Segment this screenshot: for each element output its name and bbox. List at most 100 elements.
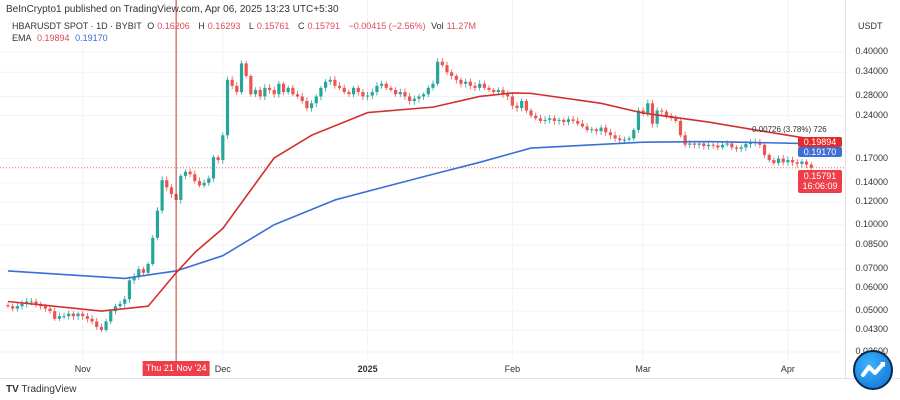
candle-body [720,144,725,148]
currency-label[interactable]: USDT [858,21,883,31]
candle-body [744,144,748,148]
candle-body [351,87,356,95]
candle-body [193,174,197,182]
candle-body [674,118,678,121]
candle-body [300,96,304,101]
candle-body [660,110,664,112]
candle-body [534,115,538,119]
candle-body [137,269,141,277]
candle-body [683,135,687,145]
candle-body [431,83,435,88]
candle-body [580,123,585,127]
candle-body [328,79,332,82]
candle-body [585,126,589,130]
volume-label: Vol [431,21,444,31]
chart-legend: HBARUSDT SPOT · 1D · BYBIT O 0.16206 H 0.1… [12,20,482,44]
candle-body [412,98,416,101]
candle-body [636,110,641,130]
tradingview-logo-icon: TV [6,384,19,395]
candle-body [688,143,692,145]
candle-body [29,301,33,303]
candle-body [795,162,799,164]
candle-body [109,311,113,322]
brand-name: TradingView [21,384,77,395]
candle-body [123,299,127,304]
candle-body [165,180,169,188]
price-tick: 0.28000 [855,90,888,101]
candle-body [104,321,108,330]
candle-body [422,94,426,97]
candle-body [291,87,295,95]
candle-body [618,138,622,141]
candle-body [207,178,211,183]
candle-body [529,110,533,116]
candle-body [594,129,599,132]
candle-body [71,313,75,317]
price-tick: 0.17000 [855,152,888,163]
candle-body [281,83,286,93]
candle-body [323,81,328,88]
high-label: H [198,21,205,31]
candle-body [524,100,528,111]
candle-body [286,87,290,93]
ema-label[interactable]: EMA [12,33,32,43]
candle-body [319,87,323,97]
candle-body [267,87,272,90]
candle-body [445,65,449,73]
tradingview-brand[interactable]: TV TradingView [6,384,76,395]
ema-fast-price-label: 0.19894 [798,137,842,147]
candle-body [510,96,514,106]
symbol-info[interactable]: HBARUSDT SPOT · 1D · BYBIT [12,21,142,31]
candle-body [370,92,374,96]
candle-body [599,127,603,132]
time-tick: 2025 [357,364,378,374]
candle-body [655,110,659,124]
candle-body [380,83,384,86]
candle-body [548,118,552,120]
candle-body [389,87,393,90]
candle-body [408,96,412,101]
candle-body [767,155,771,161]
candle-body [473,85,477,88]
open-label: O [147,21,155,31]
candle-body [179,175,183,200]
last-price: 0.15791 [803,171,837,181]
candle-body [576,120,580,124]
time-tick: Dec [214,364,231,374]
candle-body [790,160,795,163]
ema-slow-price-label: 0.19170 [798,147,842,157]
candle-body [650,103,655,124]
candle-body [403,92,407,97]
candle-body [99,327,103,330]
candle-body [734,147,739,149]
candle-body [678,120,683,136]
candle-body [76,313,80,317]
candle-body [53,311,57,319]
candle-body [95,321,99,328]
candle-body [482,83,486,88]
candle-body [664,111,669,116]
open-value: 0.16206 [157,21,190,31]
candle-body [538,118,542,121]
price-tick: 0.07000 [855,263,888,274]
candle-body [454,75,458,80]
candle-body [249,75,253,95]
time-tick: Mar [635,364,651,374]
candle-body [305,100,309,109]
change-value: −0.00415 (−2.56%) [348,21,426,31]
low-value: 0.15761 [256,21,290,31]
candle-body [398,92,402,95]
candle-body [244,63,248,76]
candle-body [632,129,636,139]
candle-body [211,157,216,179]
candle-body [758,142,762,145]
candle-body [342,87,346,93]
candle-body [739,147,743,149]
candle-body [62,316,66,318]
candle-body [706,144,711,147]
candle-body [394,89,398,95]
candle-body [748,142,753,145]
price-axis-border [845,0,846,378]
candle-body [235,85,239,93]
